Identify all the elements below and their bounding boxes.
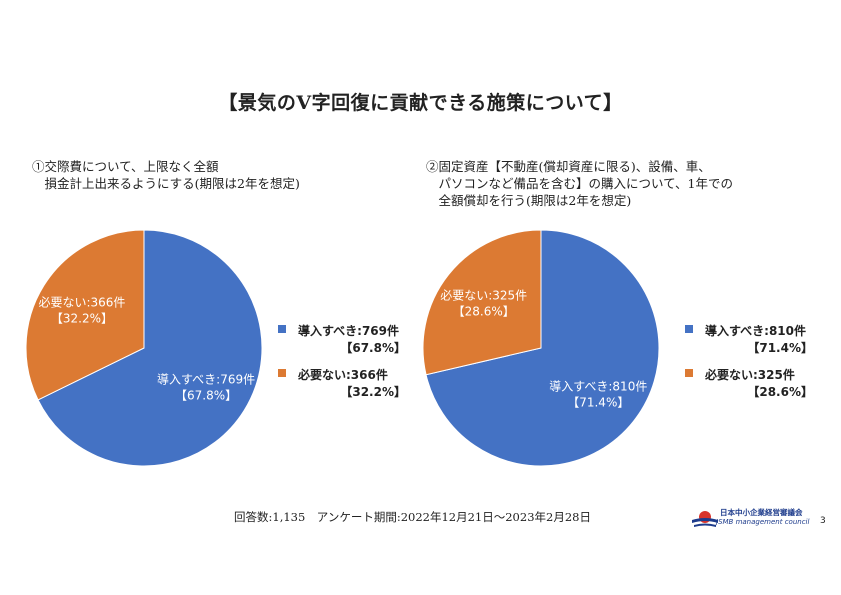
logo-subtitle: JSMB management council <box>716 518 810 526</box>
legend-item-unnecessary: 必要ない:366件 【32.2%】 <box>278 366 406 410</box>
chart2-slice-unnecessary-label: 必要ない:325件 <box>440 288 527 302</box>
chart2-question-line: 全額償却を行う(期限は2年を想定) <box>426 193 632 208</box>
chart2-pie: 導入すべき:810件 【71.4%】 必要ない:325件 【28.6%】 <box>422 229 660 467</box>
legend-label: 必要ない:366件 <box>298 368 388 382</box>
sunrise-logo-icon <box>692 511 718 527</box>
chart2-slice-adopt-percent: 【71.4%】 <box>567 396 629 410</box>
chart1-question-line: ①交際費について、上限なく全額 <box>32 159 219 174</box>
chart1-question-line: 損金計上出来るようにする(期限は2年を想定) <box>32 176 300 191</box>
legend-swatch-unnecessary <box>278 369 286 377</box>
legend-item-adopt: 導入すべき:769件 【67.8%】 <box>278 322 406 366</box>
legend-swatch-adopt <box>278 325 286 333</box>
chart2-legend: 導入すべき:810件 【71.4%】 必要ない:325件 【28.6%】 <box>685 322 813 410</box>
legend-percent: 【67.8%】 <box>340 341 406 355</box>
chart1-slice-adopt-percent: 【67.8%】 <box>175 389 237 403</box>
legend-item-unnecessary: 必要ない:325件 【28.6%】 <box>685 366 813 410</box>
legend-percent: 【32.2%】 <box>340 385 406 399</box>
chart1-slice-unnecessary-label: 必要ない:366件 <box>38 295 125 309</box>
chart1-pie: 導入すべき:769件 【67.8%】 必要ない:366件 【32.2%】 <box>25 229 263 467</box>
chart2-slice-unnecessary-percent: 【28.6%】 <box>453 304 515 318</box>
survey-footer: 回答数:1,135 アンケート期間:2022年12月21日～2023年2月28日 <box>234 510 591 524</box>
legend-percent: 【28.6%】 <box>747 385 813 399</box>
legend-swatch-adopt <box>685 325 693 333</box>
page-number: 3 <box>820 516 826 526</box>
page-title: 【景気のV字回復に貢献できる施策について】 <box>218 92 623 114</box>
legend-swatch-unnecessary <box>685 369 693 377</box>
chart1-question: ①交際費について、上限なく全額 損金計上出来るようにする(期限は2年を想定) <box>32 158 300 192</box>
chart2-slice-adopt-label: 導入すべき:810件 <box>549 380 647 394</box>
chart1-slice-adopt-label: 導入すべき:769件 <box>157 373 255 387</box>
legend-label: 導入すべき:769件 <box>298 324 400 338</box>
chart1-slice-unnecessary-percent: 【32.2%】 <box>51 311 113 325</box>
chart1-slice-adopt <box>37 229 263 467</box>
legend-percent: 【71.4%】 <box>747 341 813 355</box>
legend-label: 必要ない:325件 <box>705 368 795 382</box>
legend-label: 導入すべき:810件 <box>705 324 807 338</box>
chart2-question-line: パソコンなど備品を含む】の購入について、1年での <box>426 176 733 191</box>
chart2-question-line: ②固定資産【不動産(償却資産に限る)、設備、車、 <box>426 159 711 174</box>
chart1-legend: 導入すべき:769件 【67.8%】 必要ない:366件 【32.2%】 <box>278 322 406 410</box>
chart1-slice-unnecessary <box>25 229 145 401</box>
chart2-slice-unnecessary <box>422 229 542 376</box>
legend-item-adopt: 導入すべき:810件 【71.4%】 <box>685 322 813 366</box>
council-logo: 日本中小企業経営審議会 JSMB management council <box>690 505 820 531</box>
chart2-question: ②固定資産【不動産(償却資産に限る)、設備、車、 パソコンなど備品を含む】の購入… <box>426 158 733 209</box>
chart2-slice-adopt <box>425 229 660 467</box>
logo-name: 日本中小企業経営審議会 <box>720 508 803 517</box>
